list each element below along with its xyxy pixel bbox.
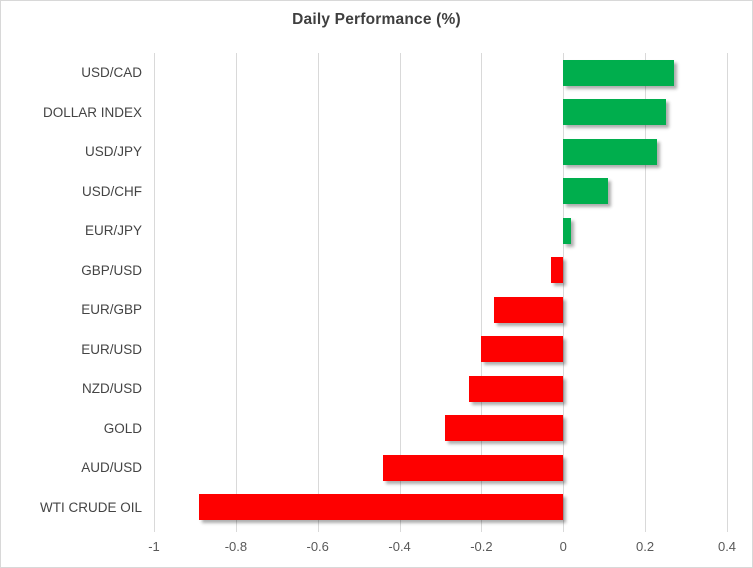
bar-nzd-usd: [469, 375, 564, 402]
category-label: AUD/USD: [81, 460, 142, 476]
axis-tick-mark: [727, 527, 728, 532]
x-tick-label: 0: [559, 539, 567, 554]
category-label: GOLD: [103, 420, 142, 436]
bar-gbp-usd: [551, 257, 564, 284]
axis-tick-mark: [235, 527, 237, 532]
x-tick-label: -1: [148, 539, 160, 554]
axis-tick-mark: [317, 527, 319, 532]
category-label: EUR/JPY: [84, 223, 142, 239]
category-label: NZD/USD: [82, 381, 142, 397]
x-tick-label: -0.4: [388, 539, 411, 554]
gridline: [563, 53, 565, 527]
gridline: [317, 53, 319, 527]
bar-eur-gbp: [493, 296, 564, 323]
category-label: EUR/GBP: [81, 302, 142, 318]
category-label: DOLLAR INDEX: [42, 104, 142, 120]
gridline: [727, 53, 728, 527]
category-label: EUR/USD: [81, 341, 142, 357]
gridline: [481, 53, 483, 527]
gridline: [154, 53, 155, 527]
x-tick-label: -0.2: [470, 539, 493, 554]
chart-title: Daily Performance (%): [292, 11, 461, 28]
plot-area: [154, 53, 728, 532]
category-label: WTI CRUDE OIL: [39, 499, 142, 515]
bar-eur-usd: [481, 336, 564, 363]
x-tick-label: -0.6: [306, 539, 329, 554]
bar-eur-jpy: [563, 217, 572, 244]
x-tick-label: -0.8: [224, 539, 248, 554]
category-label: USD/CAD: [81, 65, 142, 81]
bar-usd-jpy: [563, 138, 658, 165]
x-tick-label: 0.2: [636, 539, 655, 554]
bar-wti-crude-oil: [199, 494, 564, 521]
gridline: [399, 53, 401, 527]
axis-tick-mark: [399, 527, 401, 532]
category-label: USD/JPY: [84, 144, 142, 160]
x-tick-label: 0.4: [717, 539, 737, 554]
axis-tick-mark: [481, 527, 483, 532]
axis-tick-mark: [563, 527, 565, 532]
category-label: GBP/USD: [81, 262, 142, 278]
axis-tick-mark: [154, 527, 155, 532]
axis-tick-mark: [645, 527, 647, 532]
bar-aud-usd: [383, 454, 564, 481]
gridline: [235, 53, 237, 527]
bar-dollar-index: [563, 99, 666, 126]
category-label: USD/CHF: [82, 183, 142, 199]
bar-gold: [444, 415, 564, 442]
bar-usd-cad: [563, 59, 674, 86]
gridline: [645, 53, 647, 527]
bar-usd-chf: [563, 178, 609, 205]
